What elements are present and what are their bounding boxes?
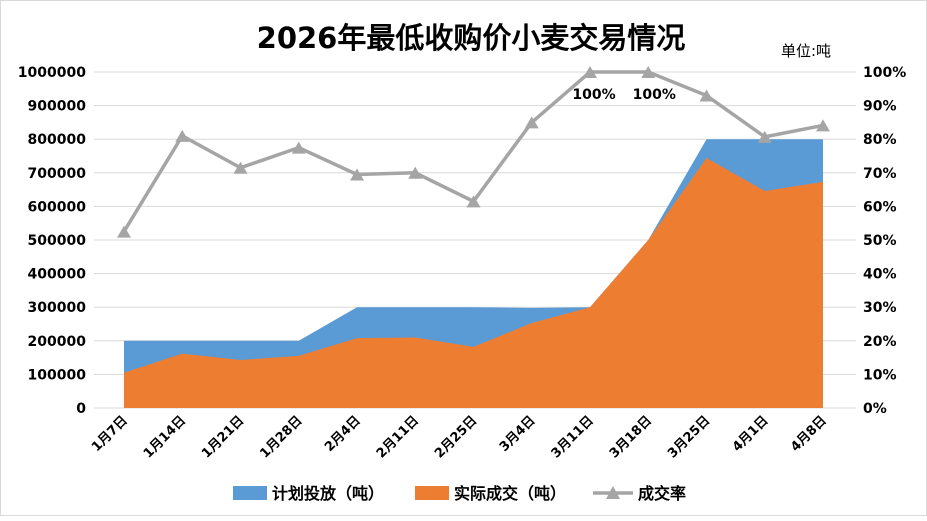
y2-tick-label: 50% — [863, 233, 897, 249]
x-tick-label: 1月7日 — [89, 413, 131, 455]
y2-tick-label: 80% — [863, 132, 897, 148]
y2-tick-label: 70% — [863, 166, 897, 182]
rate-marker — [117, 225, 131, 238]
x-tick-label: 2月25日 — [432, 413, 480, 461]
y2-tick-label: 20% — [863, 334, 897, 350]
y-tick-label: 800000 — [28, 132, 87, 148]
unit-label: 单位:吨 — [781, 42, 831, 60]
rate-marker — [350, 168, 364, 181]
y-tick-label: 400000 — [28, 267, 87, 283]
rate-marker — [291, 141, 306, 154]
legend-marker-rate — [606, 486, 620, 499]
rate-marker — [408, 166, 423, 179]
y2-tick-label: 0% — [863, 401, 887, 417]
x-tick-label: 4月1日 — [730, 413, 772, 455]
y-tick-label: 100000 — [28, 367, 87, 383]
x-tick-label: 3月18日 — [607, 413, 655, 461]
rate-marker — [175, 129, 190, 142]
y-tick-label: 300000 — [28, 300, 87, 316]
rate-marker — [466, 195, 481, 208]
y2-tick-label: 90% — [863, 99, 897, 115]
rate-marker — [816, 119, 830, 132]
y-tick-label: 500000 — [28, 233, 87, 249]
legend-swatch-actual — [415, 486, 449, 500]
y-tick-label: 700000 — [28, 166, 87, 182]
rate-marker — [583, 66, 597, 78]
y-tick-label: 200000 — [28, 334, 87, 350]
x-tick-label: 3月11日 — [549, 413, 597, 461]
x-tick-label: 3月4日 — [497, 413, 539, 455]
rate-marker — [524, 116, 539, 129]
x-tick-label: 1月28日 — [257, 413, 305, 461]
data-label: 100% — [572, 87, 615, 103]
y2-tick-label: 30% — [863, 300, 897, 316]
rate-marker — [641, 66, 656, 78]
y2-tick-label: 40% — [863, 267, 897, 283]
x-tick-label: 1月21日 — [199, 413, 247, 461]
legend-label-plan: 计划投放（吨） — [272, 484, 384, 503]
y2-tick-label: 100% — [863, 65, 906, 81]
data-label: 100% — [633, 87, 676, 103]
x-tick-label: 4月8日 — [788, 413, 830, 455]
actual-area — [124, 158, 823, 408]
x-tick-label: 3月25日 — [665, 413, 713, 461]
x-tick-label: 2月11日 — [374, 413, 422, 461]
y-tick-label: 600000 — [28, 199, 87, 215]
legend-label-rate: 成交率 — [638, 484, 686, 503]
x-tick-label: 1月14日 — [141, 413, 189, 461]
legend-label-actual: 实际成交（吨） — [454, 484, 566, 503]
y2-tick-label: 60% — [863, 199, 897, 215]
y-tick-label: 900000 — [28, 99, 87, 115]
rate-marker — [699, 89, 714, 102]
rate-marker — [757, 130, 772, 143]
y-tick-label: 1000000 — [18, 65, 86, 81]
rate-marker — [233, 161, 248, 174]
legend-swatch-plan — [233, 486, 267, 500]
y2-tick-label: 10% — [863, 367, 897, 383]
chart-title: 2026年最低收购价小麦交易情况 — [257, 21, 686, 55]
x-tick-label: 2月4日 — [322, 413, 364, 455]
y-tick-label: 0 — [76, 401, 86, 417]
